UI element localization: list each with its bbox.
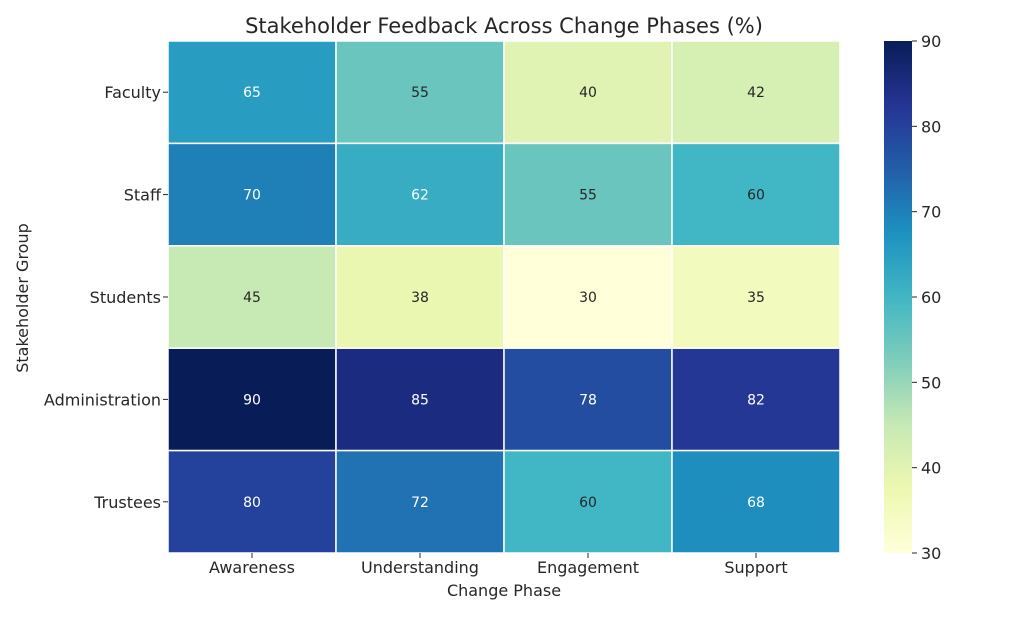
heatmap-cell — [671, 449, 841, 554]
heatmap-cell — [671, 142, 841, 247]
colorbar: 30 40 50 60 70 80 90 — [884, 32, 941, 563]
heatmap-cell — [167, 347, 337, 452]
y-tick-label: Trustees — [93, 493, 161, 512]
heatmap-cell — [503, 449, 673, 554]
x-tick-label: Engagement — [537, 558, 639, 577]
y-tick-label: Administration — [44, 390, 161, 409]
x-axis-label: Change Phase — [447, 581, 561, 600]
cell-value-label: 85 — [411, 392, 429, 408]
cell-value-label: 80 — [243, 495, 261, 511]
heatmap-cell — [335, 347, 505, 452]
cell-value-label: 60 — [579, 495, 597, 511]
cell-value-label: 30 — [579, 290, 597, 306]
cell-value-label: 55 — [579, 188, 597, 204]
heatmap-cell — [335, 40, 505, 145]
cell-value-label: 40 — [579, 85, 597, 101]
heatmap-cell — [167, 40, 337, 145]
cell-value-label: 42 — [747, 85, 765, 101]
cell-value-label: 62 — [411, 188, 429, 204]
x-tick-label: Support — [724, 558, 787, 577]
cell-value-label: 68 — [747, 495, 765, 511]
colorbar-gradient — [884, 41, 912, 553]
cell-value-label: 60 — [747, 188, 765, 204]
heatmap-cell — [335, 449, 505, 554]
colorbar-tick-label: 40 — [921, 459, 941, 478]
chart-title: Stakeholder Feedback Across Change Phase… — [245, 14, 763, 38]
heatmap-cell — [335, 142, 505, 247]
x-tick-label: Understanding — [361, 558, 479, 577]
colorbar-tick-label: 70 — [921, 203, 941, 222]
cell-value-label: 78 — [579, 392, 597, 408]
cell-value-label: 55 — [411, 85, 429, 101]
cell-value-label: 65 — [243, 85, 261, 101]
cell-value-label: 72 — [411, 495, 429, 511]
y-tick-label: Faculty — [104, 83, 161, 102]
colorbar-tick-label: 80 — [921, 117, 941, 136]
cell-value-label: 38 — [411, 290, 429, 306]
cell-value-label: 82 — [747, 392, 765, 408]
heatmap-cell — [167, 449, 337, 554]
colorbar-tick-label: 90 — [921, 32, 941, 51]
cell-value-label: 90 — [243, 392, 261, 408]
y-tick-labels: Faculty Staff Students Administration Truste… — [44, 83, 168, 512]
cell-value-label: 35 — [747, 290, 765, 306]
y-tick-label: Staff — [124, 186, 162, 205]
heatmap-cell — [671, 245, 841, 349]
y-tick-label: Students — [90, 288, 161, 307]
cell-value-label: 45 — [243, 290, 261, 306]
colorbar-tick-label: 60 — [921, 288, 941, 307]
x-tick-label: Awareness — [209, 558, 295, 577]
heatmap-cell — [671, 347, 841, 452]
heatmap-cell — [335, 245, 505, 349]
x-tick-labels: Awareness Understanding Engagement Support — [209, 553, 788, 577]
y-axis-label: Stakeholder Group — [13, 223, 32, 373]
cell-value-label: 70 — [243, 188, 261, 204]
heatmap-cell — [503, 40, 673, 145]
heatmap-cell — [167, 142, 337, 247]
colorbar-tick-label: 50 — [921, 373, 941, 392]
heatmap-cell — [671, 40, 841, 145]
colorbar-tick-label: 30 — [921, 544, 941, 563]
heatmap-cells: 65 55 40 42 70 62 55 60 45 38 30 35 90 85 78 82 80 72 60 68 — [167, 40, 841, 554]
